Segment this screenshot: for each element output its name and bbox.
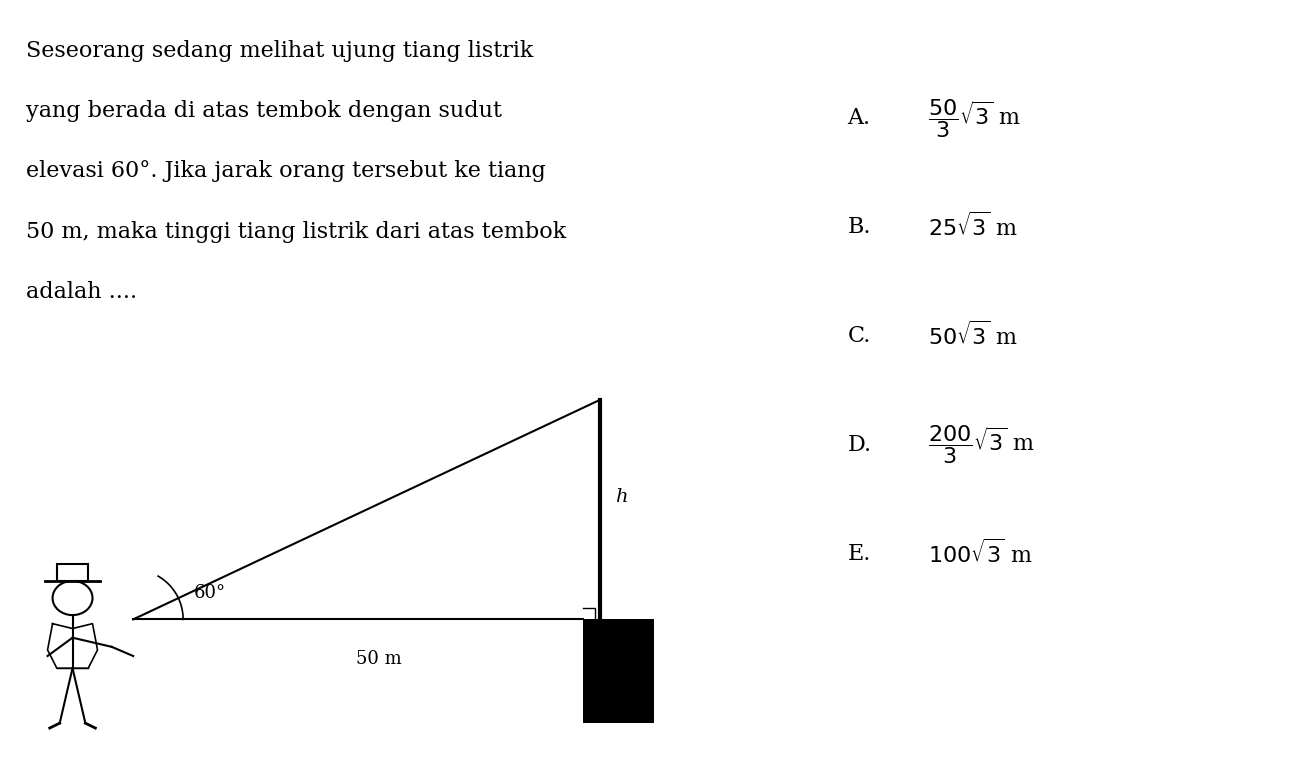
- Text: $25\sqrt{3}$ m: $25\sqrt{3}$ m: [927, 213, 1018, 242]
- Text: $\dfrac{50}{3}\sqrt{3}$ m: $\dfrac{50}{3}\sqrt{3}$ m: [927, 96, 1020, 140]
- Text: E.: E.: [848, 543, 871, 565]
- Bar: [56, 564, 88, 581]
- Text: $\dfrac{200}{3}\sqrt{3}$ m: $\dfrac{200}{3}\sqrt{3}$ m: [927, 423, 1035, 466]
- Text: 50 m, maka tinggi tiang listrik dari atas tembok: 50 m, maka tinggi tiang listrik dari ata…: [26, 221, 566, 242]
- Text: elevasi 60°. Jika jarak orang tersebut ke tiang: elevasi 60°. Jika jarak orang tersebut k…: [26, 160, 545, 183]
- Text: yang berada di atas tembok dengan sudut: yang berada di atas tembok dengan sudut: [26, 100, 502, 122]
- Text: adalah ....: adalah ....: [26, 281, 137, 303]
- Text: 60°: 60°: [194, 584, 226, 602]
- Text: Seseorang sedang melihat ujung tiang listrik: Seseorang sedang melihat ujung tiang lis…: [26, 40, 534, 61]
- Text: $100\sqrt{3}$ m: $100\sqrt{3}$ m: [927, 540, 1032, 568]
- Text: A.: A.: [848, 107, 871, 129]
- Bar: [582, 619, 654, 723]
- Text: $50\sqrt{3}$ m: $50\sqrt{3}$ m: [927, 322, 1018, 350]
- Text: B.: B.: [848, 216, 871, 238]
- Text: 50 m: 50 m: [357, 650, 402, 668]
- Text: D.: D.: [848, 434, 871, 456]
- Text: C.: C.: [848, 325, 871, 347]
- Text: h: h: [615, 488, 628, 507]
